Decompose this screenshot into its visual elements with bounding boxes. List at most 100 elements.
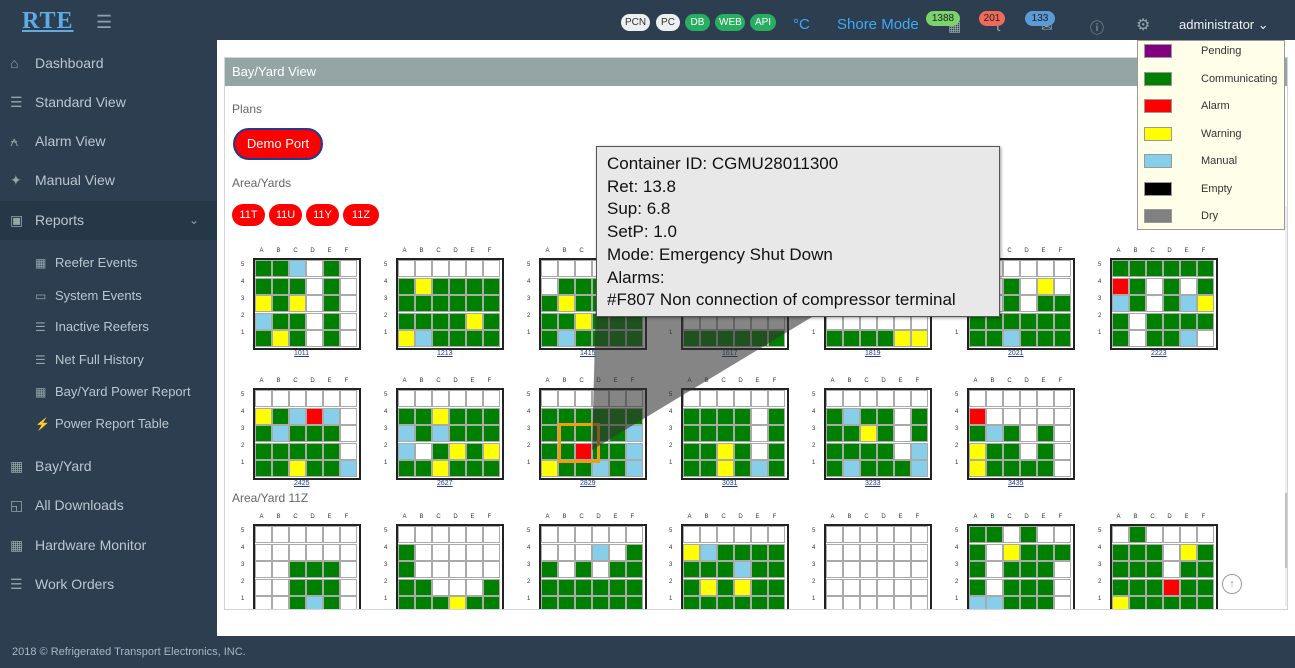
container-slot[interactable] xyxy=(541,460,558,478)
container-slot[interactable] xyxy=(255,596,272,609)
sidebar-item-standard-view[interactable]: ☰ Standard View xyxy=(0,83,217,122)
container-slot[interactable] xyxy=(683,330,700,348)
container-slot[interactable] xyxy=(432,561,449,579)
container-slot[interactable] xyxy=(911,442,928,460)
container-slot[interactable] xyxy=(1180,295,1197,313)
container-slot[interactable] xyxy=(466,526,483,543)
container-slot[interactable] xyxy=(826,596,843,609)
container-slot[interactable] xyxy=(877,578,894,596)
container-slot[interactable] xyxy=(1129,526,1146,543)
container-slot[interactable] xyxy=(432,277,449,295)
container-slot[interactable] xyxy=(969,561,986,579)
bay-link[interactable]: 3233 xyxy=(865,480,881,487)
container-slot[interactable] xyxy=(734,407,751,425)
container-slot[interactable] xyxy=(700,543,717,561)
menu-toggle-icon[interactable]: ☰ xyxy=(96,12,113,32)
container-slot[interactable] xyxy=(1180,578,1197,596)
container-slot[interactable] xyxy=(894,578,911,596)
container-slot[interactable] xyxy=(415,578,432,596)
container-slot[interactable] xyxy=(415,330,432,348)
container-slot[interactable] xyxy=(306,277,323,295)
container-slot[interactable] xyxy=(1037,425,1054,443)
container-slot[interactable] xyxy=(575,526,592,543)
area-button-11z[interactable]: 11Z xyxy=(343,204,379,226)
container-slot[interactable] xyxy=(575,277,592,295)
container-slot[interactable] xyxy=(272,330,289,348)
container-slot[interactable] xyxy=(592,561,609,579)
container-slot[interactable] xyxy=(340,561,357,579)
container-slot[interactable] xyxy=(415,460,432,478)
container-slot[interactable] xyxy=(877,561,894,579)
container-slot[interactable] xyxy=(272,407,289,425)
container-slot[interactable] xyxy=(1037,543,1054,561)
container-slot[interactable] xyxy=(306,526,323,543)
container-slot[interactable] xyxy=(466,442,483,460)
container-slot[interactable] xyxy=(609,442,626,460)
container-slot[interactable] xyxy=(483,390,500,407)
container-slot[interactable] xyxy=(1163,330,1180,348)
sidebar-sub-net-full-history[interactable]: ☰ Net Full History xyxy=(0,344,217,376)
container-slot[interactable] xyxy=(306,312,323,330)
container-slot[interactable] xyxy=(700,526,717,543)
container-slot[interactable] xyxy=(1146,596,1163,609)
container-slot[interactable] xyxy=(398,330,415,348)
container-slot[interactable] xyxy=(1129,330,1146,348)
container-slot[interactable] xyxy=(558,295,575,313)
container-slot[interactable] xyxy=(683,407,700,425)
container-slot[interactable] xyxy=(1129,578,1146,596)
container-slot[interactable] xyxy=(1112,578,1129,596)
container-slot[interactable] xyxy=(541,442,558,460)
container-slot[interactable] xyxy=(1197,561,1214,579)
container-slot[interactable] xyxy=(1129,277,1146,295)
container-slot[interactable] xyxy=(894,526,911,543)
container-slot[interactable] xyxy=(575,596,592,609)
container-slot[interactable] xyxy=(432,407,449,425)
container-slot[interactable] xyxy=(768,578,785,596)
container-slot[interactable] xyxy=(323,543,340,561)
container-slot[interactable] xyxy=(1054,390,1071,407)
container-slot[interactable] xyxy=(272,460,289,478)
container-slot[interactable] xyxy=(415,295,432,313)
container-slot[interactable] xyxy=(432,526,449,543)
container-slot[interactable] xyxy=(592,543,609,561)
container-slot[interactable] xyxy=(558,526,575,543)
container-slot[interactable] xyxy=(609,596,626,609)
container-slot[interactable] xyxy=(877,407,894,425)
container-slot[interactable] xyxy=(483,578,500,596)
container-slot[interactable] xyxy=(466,407,483,425)
container-slot[interactable] xyxy=(541,407,558,425)
container-slot[interactable] xyxy=(768,407,785,425)
container-slot[interactable] xyxy=(683,460,700,478)
bell-icon[interactable]: ⍳ xyxy=(996,18,1001,34)
container-slot[interactable] xyxy=(894,561,911,579)
container-slot[interactable] xyxy=(683,543,700,561)
container-slot[interactable] xyxy=(1163,596,1180,609)
container-slot[interactable] xyxy=(877,442,894,460)
container-slot[interactable] xyxy=(340,460,357,478)
container-slot[interactable] xyxy=(1112,295,1129,313)
container-slot[interactable] xyxy=(683,596,700,609)
container-slot[interactable] xyxy=(751,596,768,609)
bay-link[interactable]: 2829 xyxy=(580,480,596,487)
container-slot[interactable] xyxy=(415,260,432,277)
container-slot[interactable] xyxy=(1003,596,1020,609)
container-slot[interactable] xyxy=(323,596,340,609)
container-slot[interactable] xyxy=(415,561,432,579)
container-slot[interactable] xyxy=(700,442,717,460)
container-slot[interactable] xyxy=(1146,330,1163,348)
container-slot[interactable] xyxy=(717,425,734,443)
container-slot[interactable] xyxy=(398,543,415,561)
container-slot[interactable] xyxy=(911,460,928,478)
container-slot[interactable] xyxy=(466,596,483,609)
container-slot[interactable] xyxy=(449,596,466,609)
container-slot[interactable] xyxy=(306,578,323,596)
container-slot[interactable] xyxy=(289,330,306,348)
container-slot[interactable] xyxy=(894,425,911,443)
container-slot[interactable] xyxy=(751,460,768,478)
container-slot[interactable] xyxy=(255,526,272,543)
container-slot[interactable] xyxy=(558,578,575,596)
container-slot[interactable] xyxy=(1054,425,1071,443)
container-slot[interactable] xyxy=(700,578,717,596)
container-slot[interactable] xyxy=(843,543,860,561)
container-slot[interactable] xyxy=(575,312,592,330)
